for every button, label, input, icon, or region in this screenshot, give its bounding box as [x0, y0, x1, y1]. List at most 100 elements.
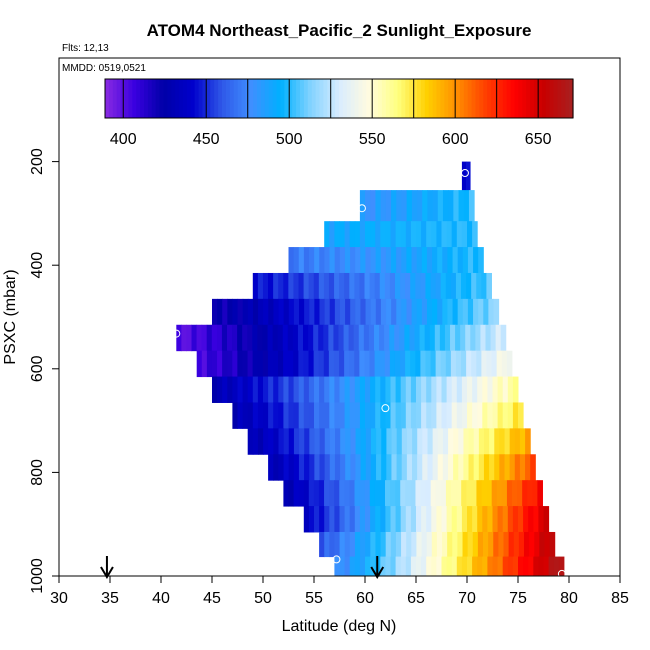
heatmap-cell [262, 350, 269, 378]
heatmap-cell [314, 376, 320, 403]
colorbar-swatch [144, 79, 149, 118]
heatmap-cell [441, 376, 448, 403]
heatmap-cell [528, 506, 534, 533]
heatmap-cell [391, 247, 397, 274]
heatmap-cell [252, 376, 259, 403]
heatmap-cell [488, 298, 494, 326]
heatmap-cell [247, 298, 254, 326]
heatmap-cell [242, 298, 249, 326]
y-tick-label: 600 [29, 355, 46, 382]
heatmap-cell [355, 454, 362, 481]
heatmap-cell [426, 376, 432, 403]
heatmap-cell [538, 556, 544, 576]
heatmap-cell [436, 376, 442, 403]
colorbar-swatch [409, 79, 414, 118]
heatmap-cell [437, 190, 444, 222]
sample-markers [100, 169, 566, 579]
heatmap-cell [512, 376, 519, 403]
heatmap-cell [499, 428, 506, 455]
heatmap-cell [379, 272, 386, 300]
heatmap-cell [468, 428, 475, 455]
heatmap-cell [272, 324, 279, 352]
heatmap-cell [422, 428, 428, 455]
heatmap-cell [487, 506, 493, 533]
x-tick-label: 55 [305, 590, 323, 607]
heatmap-cell [422, 454, 428, 481]
heatmap-cell [308, 506, 315, 533]
x-tick-label: 75 [509, 590, 527, 607]
heatmap-cell [435, 350, 442, 378]
sample-circle-marker [332, 555, 341, 564]
heatmap-cell [453, 454, 459, 481]
heatmap-cell [319, 506, 325, 533]
heatmap-cell [400, 376, 407, 403]
heatmap-cell [319, 454, 326, 481]
heatmap-cell [431, 531, 438, 558]
heatmap-cell [257, 350, 264, 378]
colorbar-swatch [362, 79, 367, 118]
heatmap-cell [365, 247, 372, 274]
heatmap-cell [349, 402, 356, 429]
heatmap-cell [410, 480, 416, 507]
heatmap-cell [359, 556, 366, 576]
heatmap-cell [456, 221, 463, 248]
colorbar-swatch [463, 79, 469, 118]
heatmap-cell [375, 298, 382, 326]
heatmap-cell [329, 376, 335, 403]
heatmap-cell [473, 298, 479, 326]
heatmap-cell [345, 428, 351, 455]
heatmap-cell [482, 506, 488, 533]
heatmap-cell [313, 480, 320, 507]
heatmap-cell [359, 480, 366, 507]
heatmap-cell [344, 402, 351, 429]
colorbar-swatch [159, 79, 165, 118]
heatmap-cell [494, 428, 500, 455]
heatmap-cell [400, 221, 407, 248]
heatmap-cell [411, 247, 418, 274]
heatmap-cell [523, 506, 529, 533]
colorbar-swatch [522, 79, 527, 118]
heatmap-cell [212, 298, 218, 326]
heatmap-cell [411, 531, 417, 558]
heatmap-cell [431, 221, 437, 248]
heatmap-cell [417, 454, 423, 481]
heatmap-cell [314, 247, 320, 274]
heatmap-cell [365, 531, 371, 558]
heatmap-cell [477, 506, 483, 533]
colorbar-swatch [342, 79, 348, 118]
heatmap-cell [441, 556, 448, 576]
heatmap-cell [217, 376, 223, 403]
heatmap-cell [370, 428, 377, 455]
heatmap-cell [410, 272, 416, 300]
heatmap-cell [426, 556, 432, 576]
heatmap-cell [263, 298, 269, 326]
heatmap-cell [548, 556, 555, 576]
heatmap-cell [456, 376, 463, 403]
heatmap-cell [507, 402, 514, 429]
heatmap-cell [385, 556, 391, 576]
heatmap-cell [421, 531, 428, 558]
heatmap-cell [381, 454, 387, 481]
heatmap-cell [411, 298, 418, 326]
heatmap-cell [354, 272, 360, 300]
heatmap-cell [298, 376, 305, 403]
heatmap-cell [375, 531, 382, 558]
y-tick-label: 200 [29, 148, 46, 175]
heatmap-cell [513, 531, 520, 558]
colorbar-swatch [378, 79, 383, 118]
heatmap-cell [450, 350, 457, 378]
heatmap-cell [298, 272, 305, 300]
heatmap-cell [360, 428, 367, 455]
heatmap-cell [507, 376, 514, 403]
heatmap-cell [499, 454, 506, 481]
heatmap-cell [437, 298, 443, 326]
heatmap-cell [355, 247, 361, 274]
colorbar-swatch [105, 79, 110, 118]
heatmap-cell [384, 350, 391, 378]
colorbar-swatch [296, 79, 301, 118]
heatmap-cell [444, 324, 451, 352]
heatmap-cell [262, 324, 269, 352]
colorbar-swatch [549, 79, 555, 118]
heatmap-cell [400, 506, 407, 533]
heatmap-cell [273, 454, 279, 481]
